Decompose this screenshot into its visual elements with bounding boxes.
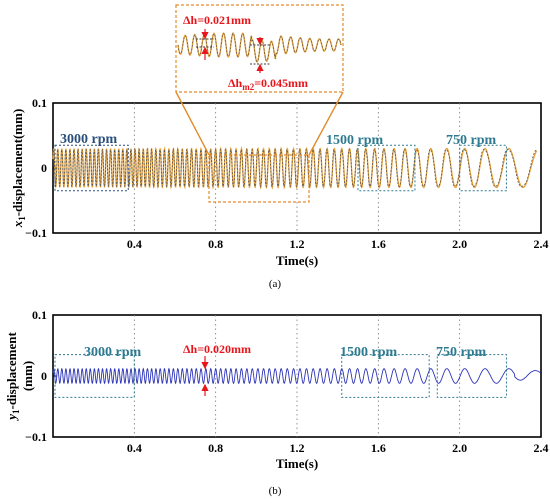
y-axis-label-a: x1-displacement(mm) xyxy=(10,109,27,229)
speed-box-a-1 xyxy=(357,144,416,192)
speed-box-b-2 xyxy=(436,354,507,398)
x-tick-label-a: 2.4 xyxy=(534,237,549,251)
speed-box-a-0 xyxy=(54,144,129,192)
speed-label-b-1: 1500 rpm xyxy=(340,345,398,360)
speed-label-a-2: 750 rpm xyxy=(446,133,497,148)
zoom-inset: Δh=0.021mm Δhm2=0.045mm xyxy=(175,4,344,93)
inset-annotation-1: Δh=0.021mm xyxy=(183,13,251,27)
grid-a xyxy=(133,103,461,233)
series-b xyxy=(52,367,541,385)
speed-boxes-a xyxy=(54,144,507,192)
annotation-b: Δh=0.020mm xyxy=(183,342,251,356)
y-tick-label-a: 0 xyxy=(41,161,47,175)
y-axis-label-b: y1-displacement xyxy=(4,332,21,422)
x-axis-label-b: Time(s) xyxy=(276,456,318,471)
ticks-a: 0.4 0.8 1.2 1.6 2.0 2.4 0.1 0 −0.1 xyxy=(25,96,548,251)
x-tick-label-b: 1.6 xyxy=(371,441,386,455)
speed-label-a-0: 3000 rpm xyxy=(60,132,118,147)
x-tick-label-a: 1.2 xyxy=(290,237,305,251)
zoom-connector-left xyxy=(175,91,210,156)
series-line-b-0 xyxy=(52,367,541,385)
y-axis-unit-b: (mm) xyxy=(20,361,35,391)
speed-label-b-2: 750 rpm xyxy=(436,345,487,360)
panel-a: 0.4 0.8 1.2 1.6 2.0 2.4 0.1 0 −0.1 Δh=0.021mm xyxy=(10,4,549,290)
speed-label-a-1: 1500 rpm xyxy=(326,133,384,148)
panel-label-b: (b) xyxy=(269,485,282,497)
y-tick-label-a: 0.1 xyxy=(32,96,47,110)
y-tick-label-b: 0.1 xyxy=(32,308,47,322)
x-tick-label-a: 0.4 xyxy=(127,237,142,251)
x-axis-label-a: Time(s) xyxy=(276,253,318,268)
speed-box-b-1 xyxy=(341,354,430,398)
y-tick-label-b: −0.1 xyxy=(25,430,47,444)
speed-box-b-0 xyxy=(54,354,135,398)
panel-b: 0.4 0.8 1.2 1.6 2.0 2.4 0.1 0 −0.1 Δh=0.020mm 30… xyxy=(4,308,549,497)
x-tick-label-a: 0.8 xyxy=(208,237,223,251)
x-tick-label-b: 2.4 xyxy=(534,441,549,455)
speed-label-b-0: 3000 rpm xyxy=(84,345,142,360)
zoom-connector-right xyxy=(308,91,344,156)
speed-box-a-2 xyxy=(459,144,507,192)
x-tick-label-b: 0.8 xyxy=(208,441,223,455)
x-tick-label-b: 2.0 xyxy=(452,441,467,455)
y-tick-label-a: −0.1 xyxy=(25,226,47,240)
y-tick-label-b: 0 xyxy=(41,369,47,383)
x-tick-label-b: 0.4 xyxy=(127,441,142,455)
x-tick-label-a: 2.0 xyxy=(452,237,467,251)
zoom-region-box xyxy=(208,154,310,203)
inset-annotation-2: Δhm2=0.045mm xyxy=(228,76,308,92)
x-tick-label-a: 1.6 xyxy=(371,237,386,251)
panel-label-a: (a) xyxy=(269,278,282,290)
series-line-a-1 xyxy=(52,147,537,189)
ticks-b: 0.4 0.8 1.2 1.6 2.0 2.4 0.1 0 −0.1 xyxy=(25,308,548,455)
x-tick-label-b: 1.2 xyxy=(290,441,305,455)
series-a xyxy=(52,146,538,190)
speed-boxes-b xyxy=(54,354,507,398)
